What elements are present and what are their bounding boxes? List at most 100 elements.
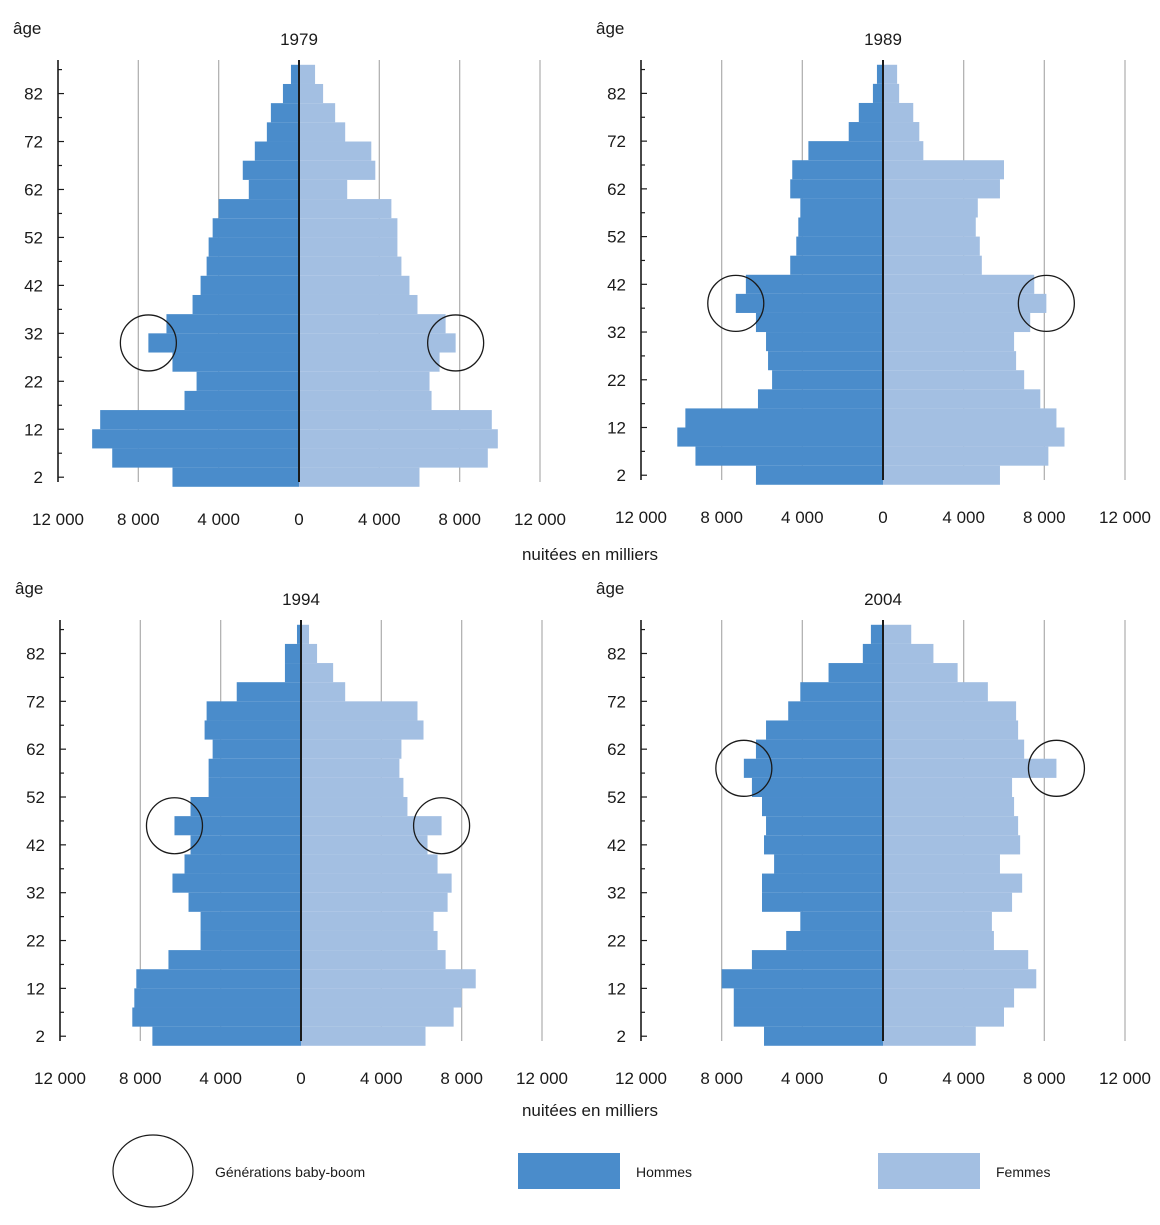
bar-men-age-6 <box>695 446 883 466</box>
x-tick-label: 8 000 <box>700 1069 743 1088</box>
y-tick-label-32: 32 <box>24 324 43 343</box>
bar-men-age-6 <box>112 448 299 468</box>
panel-title-1979: 1979 <box>280 30 318 49</box>
bar-men-age-50 <box>208 237 299 257</box>
bar-men-age-2 <box>152 1026 301 1046</box>
pyramid-panel-1994: 2 12 22 32 42 52 62 72 82 12 000 8 000 4 000 0 4 000 8… <box>15 579 568 1088</box>
bar-women-age-34 <box>883 312 1031 333</box>
pyramid-panel-1989: 2 12 22 32 42 52 62 72 82 12 000 8 000 4 000 0 4 000 8… <box>596 19 1151 527</box>
bar-women-age-42 <box>883 274 1035 294</box>
bar-women-age-50 <box>883 797 1015 817</box>
bar-women-age-26 <box>299 352 440 372</box>
bar-women-age-62 <box>883 179 1000 199</box>
bar-women-age-34 <box>883 873 1023 893</box>
bar-men-age-62 <box>248 179 299 200</box>
y-tick-label-2: 2 <box>34 468 43 487</box>
bar-men-age-78 <box>270 103 299 123</box>
x-tick-label: 4 000 <box>360 1069 403 1088</box>
bar-men-age-50 <box>190 797 301 817</box>
bar-women-age-66 <box>883 160 1004 180</box>
bar-women-age-46 <box>299 256 402 276</box>
bar-women-age-10 <box>301 988 462 1008</box>
bar-women-age-42 <box>883 835 1021 855</box>
bar-women-age-42 <box>301 835 428 855</box>
bar-women-age-86 <box>883 64 898 84</box>
x-tick-label: 4 000 <box>781 1069 824 1088</box>
bar-men-age-14 <box>685 408 883 428</box>
y-tick-label-2: 2 <box>617 1027 626 1046</box>
bar-women-age-14 <box>883 408 1057 428</box>
bar-men-age-22 <box>200 930 301 951</box>
x-axis-label-top: nuitées en milliers <box>522 545 658 564</box>
x-tick-label: 0 <box>294 510 303 529</box>
bar-men-age-42 <box>190 835 301 855</box>
y-tick-label-22: 22 <box>26 932 45 951</box>
legend-men-label: Hommes <box>636 1164 692 1180</box>
bar-men-age-18 <box>184 390 299 411</box>
bar-men-age-34 <box>755 312 883 333</box>
bar-women-age-10 <box>299 429 498 449</box>
x-tick-label: 12 000 <box>1099 1069 1151 1088</box>
bar-men-age-70 <box>788 701 883 721</box>
bar-women-age-66 <box>301 720 424 740</box>
bar-men-age-78 <box>284 663 301 683</box>
bar-men-age-78 <box>828 663 883 683</box>
bar-men-age-66 <box>242 160 299 180</box>
bar-men-age-54 <box>798 217 883 237</box>
bar-women-age-46 <box>301 816 442 836</box>
y-tick-label-62: 62 <box>607 740 626 759</box>
bar-women-age-2 <box>301 1026 426 1046</box>
bar-women-age-6 <box>883 1007 1004 1027</box>
bar-men-age-74 <box>800 682 883 702</box>
bar-women-age-18 <box>301 950 446 970</box>
bar-men-age-74 <box>848 122 883 142</box>
x-tick-label: 8 000 <box>119 1069 162 1088</box>
y-tick-label-2: 2 <box>617 466 626 485</box>
bar-men-age-34 <box>762 873 883 893</box>
bar-women-age-74 <box>301 682 346 702</box>
y-tick-label-12: 12 <box>24 420 43 439</box>
bar-women-age-50 <box>299 237 398 257</box>
y-tick-label-82: 82 <box>607 84 626 103</box>
bar-men-age-86 <box>876 64 883 84</box>
baby-boom-circle-men <box>119 314 178 372</box>
bar-women-age-30 <box>883 892 1013 912</box>
bar-men-age-82 <box>862 643 883 664</box>
y-tick-label-52: 52 <box>607 788 626 807</box>
bar-men-age-2 <box>172 467 299 487</box>
x-tick-label: 4 000 <box>942 508 985 527</box>
bar-women-age-10 <box>883 427 1065 447</box>
y-tick-label-22: 22 <box>24 372 43 391</box>
bar-women-age-14 <box>883 969 1037 989</box>
pyramid-panel-2004: 2 12 22 32 42 52 62 72 82 12 000 8 000 4 000 0 4 000 8… <box>596 579 1151 1088</box>
bar-men-age-34 <box>166 314 299 334</box>
bar-men-age-82 <box>872 83 883 103</box>
bar-women-age-14 <box>299 410 492 430</box>
bar-women-age-66 <box>299 160 376 180</box>
bar-men-age-66 <box>204 720 301 740</box>
bar-women-age-30 <box>299 333 456 353</box>
bar-men-age-78 <box>858 102 883 123</box>
y-tick-label-52: 52 <box>607 228 626 247</box>
y-axis-label: âge <box>15 579 43 598</box>
bar-men-age-10 <box>677 427 883 447</box>
bar-men-age-10 <box>733 988 883 1008</box>
bar-women-age-14 <box>301 969 476 989</box>
y-tick-label-52: 52 <box>26 788 45 807</box>
y-tick-label-82: 82 <box>607 644 626 663</box>
x-tick-label: 12 000 <box>615 1069 667 1088</box>
y-tick-label-22: 22 <box>607 371 626 390</box>
bar-men-age-18 <box>751 950 883 970</box>
bar-men-age-14 <box>100 410 299 430</box>
bar-women-age-2 <box>299 467 420 487</box>
bar-men-age-10 <box>134 988 301 1008</box>
bar-men-age-86 <box>290 64 299 84</box>
bar-men-age-58 <box>743 758 883 778</box>
bar-men-age-74 <box>266 122 299 142</box>
baby-boom-circle-men <box>707 274 765 333</box>
bar-men-age-30 <box>148 333 299 353</box>
bar-men-age-14 <box>136 969 301 989</box>
bar-women-age-42 <box>299 275 410 295</box>
bar-men-age-2 <box>755 465 883 485</box>
